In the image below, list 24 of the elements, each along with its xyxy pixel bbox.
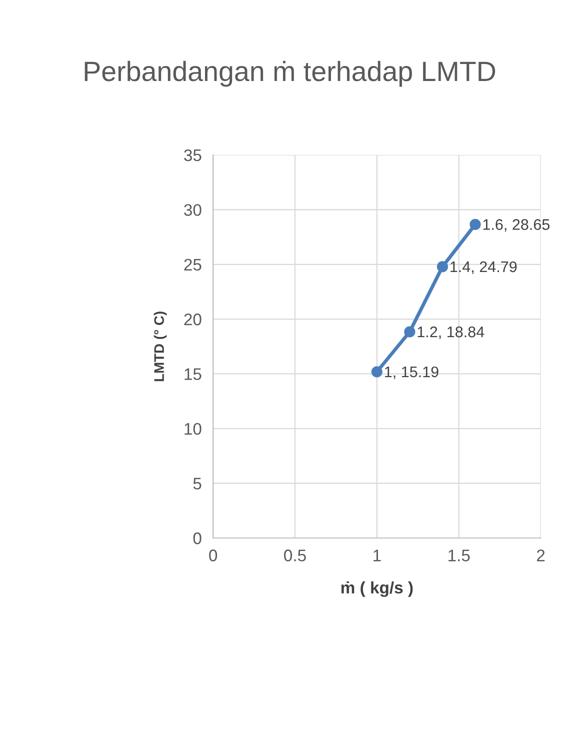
x-axis-title: ṁ ( kg/s ) xyxy=(341,581,413,597)
y-tick-label: 25 xyxy=(184,258,202,271)
y-tick-label: 10 xyxy=(184,422,202,435)
x-tick-label: 0.5 xyxy=(284,550,306,562)
x-tick-label: 0 xyxy=(209,550,218,562)
y-axis-title: LMTD (° C) xyxy=(154,312,167,382)
y-tick-label: 35 xyxy=(184,149,202,162)
y-tick-label: 15 xyxy=(184,368,202,380)
y-tick-label: 5 xyxy=(193,478,202,490)
point xyxy=(371,366,382,378)
x-tick-label: 1.5 xyxy=(448,550,470,562)
data-label: 1.2, 18.84 xyxy=(418,326,484,340)
point xyxy=(404,326,416,338)
chart-title: Perbandangan ṁ terhadap LMTD xyxy=(84,60,496,87)
y-tick-label: 30 xyxy=(184,204,202,216)
data-label: 1.4, 24.79 xyxy=(450,261,517,274)
x-tick-label: 1 xyxy=(374,550,381,562)
data-label: 1.6, 28.65 xyxy=(483,219,550,232)
data-label: 1, 15.19 xyxy=(385,366,438,380)
y-tick-label: 20 xyxy=(184,314,202,326)
point xyxy=(470,218,481,230)
point xyxy=(436,261,448,272)
x-tick-label: 2 xyxy=(536,550,545,562)
y-tick-label: 0 xyxy=(193,532,202,544)
